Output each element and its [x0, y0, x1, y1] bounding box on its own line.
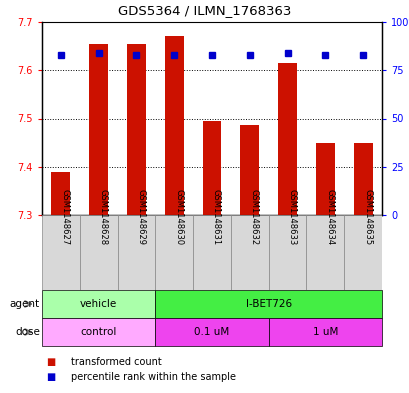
Bar: [193, 215, 230, 290]
Bar: [164, 37, 183, 215]
Bar: [127, 44, 146, 215]
Text: GSM1148629: GSM1148629: [136, 189, 145, 245]
Bar: [42, 290, 155, 318]
Text: I-BET726: I-BET726: [245, 299, 291, 309]
Text: GSM1148633: GSM1148633: [287, 189, 296, 245]
Text: GSM1148630: GSM1148630: [174, 189, 183, 245]
Bar: [42, 215, 80, 290]
Text: GSM1148628: GSM1148628: [99, 189, 108, 245]
Bar: [155, 290, 381, 318]
Bar: [230, 215, 268, 290]
Text: GSM1148634: GSM1148634: [324, 189, 333, 245]
Bar: [51, 172, 70, 215]
Bar: [268, 215, 306, 290]
Text: GSM1148627: GSM1148627: [61, 189, 70, 245]
Text: vehicle: vehicle: [80, 299, 117, 309]
Text: dose: dose: [15, 327, 40, 337]
Bar: [306, 215, 344, 290]
Text: GSM1148632: GSM1148632: [249, 189, 258, 245]
Text: 1 uM: 1 uM: [312, 327, 337, 337]
Bar: [202, 121, 221, 215]
Text: agent: agent: [10, 299, 40, 309]
Bar: [315, 143, 334, 215]
Text: GSM1148631: GSM1148631: [211, 189, 220, 245]
Bar: [240, 125, 258, 215]
Text: GSM1148635: GSM1148635: [362, 189, 371, 245]
Text: control: control: [80, 327, 117, 337]
Text: ■: ■: [46, 356, 55, 367]
Text: 0.1 uM: 0.1 uM: [194, 327, 229, 337]
Text: ■: ■: [46, 372, 55, 382]
Bar: [353, 143, 372, 215]
Bar: [277, 63, 296, 215]
Bar: [89, 44, 108, 215]
Text: GDS5364 / ILMN_1768363: GDS5364 / ILMN_1768363: [118, 4, 291, 17]
Bar: [42, 318, 155, 346]
Bar: [155, 318, 268, 346]
Text: transformed count: transformed count: [70, 356, 161, 367]
Bar: [80, 215, 117, 290]
Bar: [117, 215, 155, 290]
Text: percentile rank within the sample: percentile rank within the sample: [70, 372, 235, 382]
Bar: [344, 215, 381, 290]
Bar: [155, 215, 193, 290]
Bar: [268, 318, 381, 346]
